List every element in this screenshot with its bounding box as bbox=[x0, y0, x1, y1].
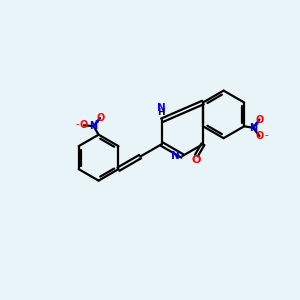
Text: -: - bbox=[76, 119, 79, 129]
Text: O: O bbox=[191, 155, 200, 165]
Text: O: O bbox=[256, 115, 264, 124]
Text: O: O bbox=[97, 113, 105, 123]
Text: N: N bbox=[89, 121, 98, 131]
Text: O: O bbox=[256, 131, 264, 141]
Text: H: H bbox=[158, 108, 165, 117]
Text: O: O bbox=[79, 120, 87, 130]
Text: -: - bbox=[264, 130, 268, 140]
Text: +: + bbox=[254, 120, 260, 126]
Text: N: N bbox=[157, 103, 166, 113]
Text: N: N bbox=[249, 123, 257, 133]
Text: +: + bbox=[94, 118, 100, 124]
Text: N: N bbox=[171, 151, 179, 161]
